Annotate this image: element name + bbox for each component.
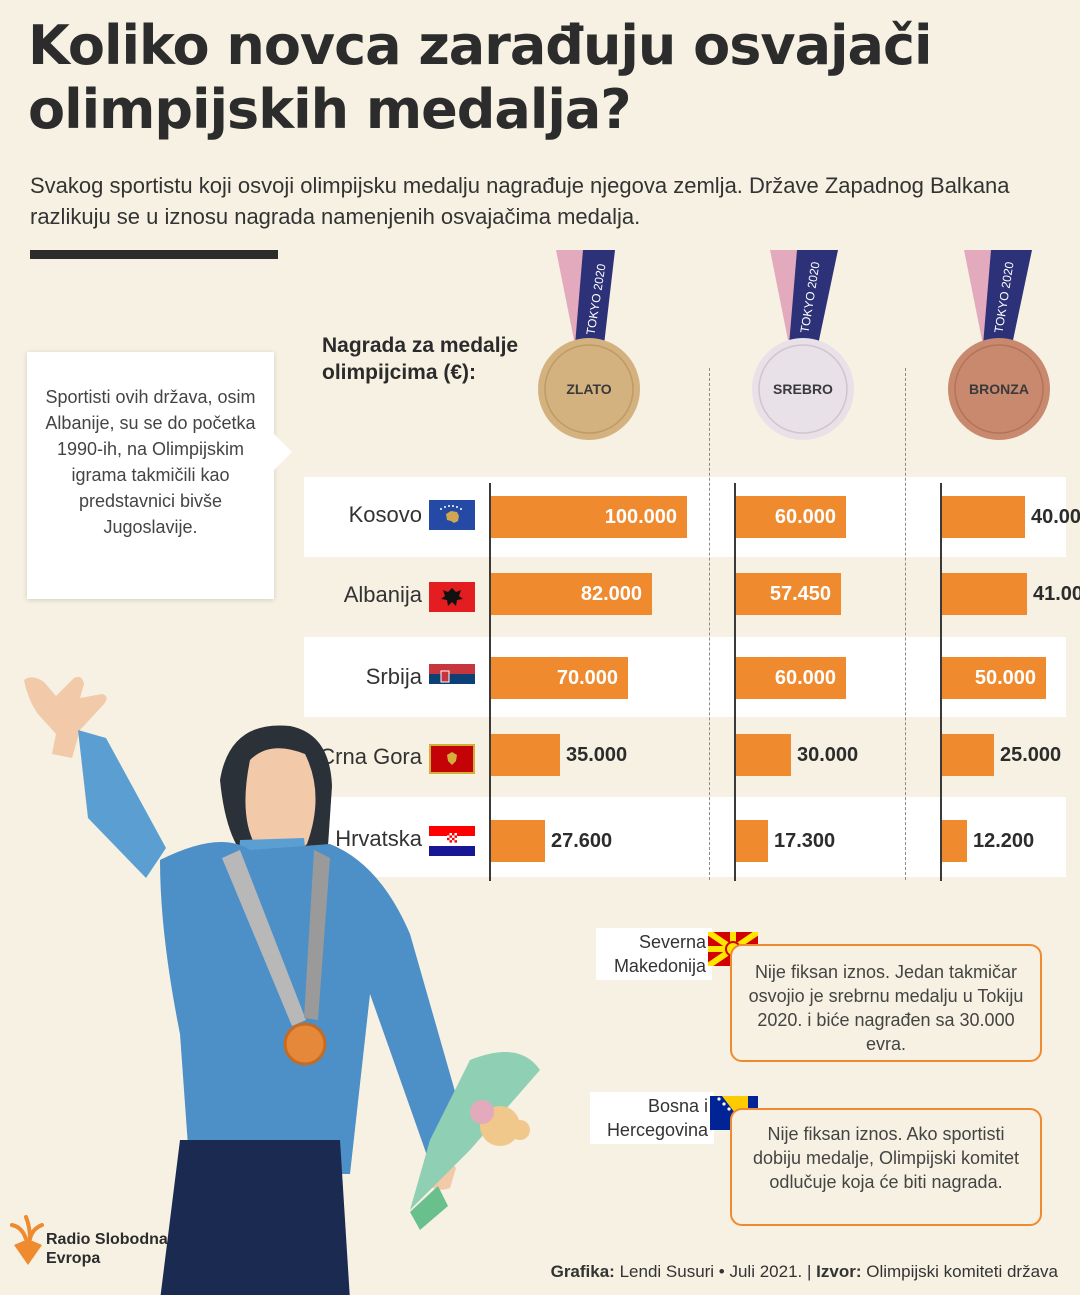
bar-silver-kosovo <box>736 496 846 538</box>
medal-bronze: TOKYO 2020 BRONZA <box>948 250 1050 440</box>
bar-value-label: 41.000 <box>1033 583 1080 605</box>
bar-gold-hrvatska <box>491 820 545 862</box>
bar-value-label: 70.000 <box>556 667 618 689</box>
bar-gold-crna-gora <box>491 734 560 776</box>
credits-grafika-value: Lendi Susuri • Juli 2021. <box>619 1262 803 1281</box>
bar-bronze-crna-gora <box>942 734 994 776</box>
flag-croatia-icon <box>429 826 475 856</box>
bar-value-label: 17.300 <box>774 830 836 852</box>
bar-value-label: 57.450 <box>769 583 831 605</box>
credits-grafika-label: Grafika: <box>550 1262 615 1281</box>
credits-separator: | <box>807 1262 812 1281</box>
bar-value-label: 60.000 <box>774 506 836 528</box>
flag-montenegro-icon <box>429 744 475 774</box>
flag-albania-icon <box>429 582 475 612</box>
country-label: Hrvatska <box>335 826 422 851</box>
bar-value-label: 40.000 <box>1031 506 1080 528</box>
axis-silver <box>734 483 736 881</box>
note-country-label: Bosna i Hercegovina <box>590 1092 714 1144</box>
logo-line1: Radio Slobodna <box>46 1231 168 1248</box>
bar-bronze-hrvatska <box>942 820 967 862</box>
note-box-bosnia: Nije fiksan iznos. Ako sportisti dobiju … <box>730 1108 1042 1226</box>
country-label: Crna Gora <box>319 744 422 769</box>
divider <box>30 250 278 259</box>
bar-bronze-srbija <box>942 657 1046 699</box>
credits-izvor-value: Olimpijski komiteti država <box>866 1262 1058 1281</box>
callout-arrow <box>272 432 292 472</box>
bar-silver-crna-gora <box>736 734 791 776</box>
bar-value-label: 82.000 <box>580 583 642 605</box>
bar-value-label: 12.200 <box>973 830 1035 852</box>
column-separator <box>709 368 710 880</box>
axis-gold <box>489 483 491 881</box>
medal-gold: TOKYO 2020 ZLATO <box>538 250 640 440</box>
country-label: Srbija <box>365 664 422 689</box>
medal-label-gold: ZLATO <box>566 381 611 397</box>
bar-bronze-kosovo <box>942 496 1025 538</box>
bar-value-label: 50.000 <box>974 667 1036 689</box>
bar-value-label: 35.000 <box>566 744 628 766</box>
bar-bronze-albanija <box>942 573 1027 615</box>
bar-gold-kosovo <box>491 496 687 538</box>
logo-line2: Evropa <box>46 1250 101 1267</box>
bar-silver-albanija <box>736 573 841 615</box>
chart-header-label: Nagrada za medalje olimpijcima (€): <box>322 334 519 384</box>
medal-silver: TOKYO 2020 SREBRO <box>752 250 854 440</box>
subtitle: Svakog sportistu koji osvoji olimpijsku … <box>30 173 1010 229</box>
column-separator <box>905 368 906 880</box>
bar-gold-srbija <box>491 657 628 699</box>
bar-value-label: 30.000 <box>797 744 859 766</box>
flag-serbia-icon <box>429 664 475 694</box>
medal-label-silver: SREBRO <box>773 381 833 397</box>
rse-logo-icon <box>10 1215 44 1265</box>
medal-graphics: TOKYO 2020 ZLATO TOKYO 2020 SREBRO TOKYO… <box>538 250 1050 440</box>
country-label: Kosovo <box>348 502 422 527</box>
bar-value-label: 60.000 <box>774 667 836 689</box>
credits: Grafika: Lendi Susuri • Juli 2021. | Izv… <box>551 1262 1058 1282</box>
bar-gold-albanija <box>491 573 652 615</box>
credits-izvor-label: Izvor: <box>816 1262 862 1281</box>
bar-silver-srbija <box>736 657 846 699</box>
axis-bronze <box>940 483 942 881</box>
country-label: Albanija <box>343 582 422 607</box>
page-title: Koliko novca zarađuju osvajači olimpijsk… <box>28 14 933 141</box>
flag-kosovo-icon <box>429 500 475 530</box>
bar-value-label: 27.600 <box>551 830 613 852</box>
note-box-north-macedonia: Nije fiksan iznos. Jedan takmičar osvoji… <box>730 944 1042 1062</box>
bar-silver-hrvatska <box>736 820 768 862</box>
callout-box: Sportisti ovih država, osim Albanije, su… <box>27 352 274 599</box>
bar-value-label: 25.000 <box>1000 744 1062 766</box>
note-country-label: Severna Makedonija <box>596 928 712 980</box>
athlete-illustration <box>24 676 540 1295</box>
medal-label-bronze: BRONZA <box>969 381 1029 397</box>
bar-value-label: 100.000 <box>604 506 677 528</box>
